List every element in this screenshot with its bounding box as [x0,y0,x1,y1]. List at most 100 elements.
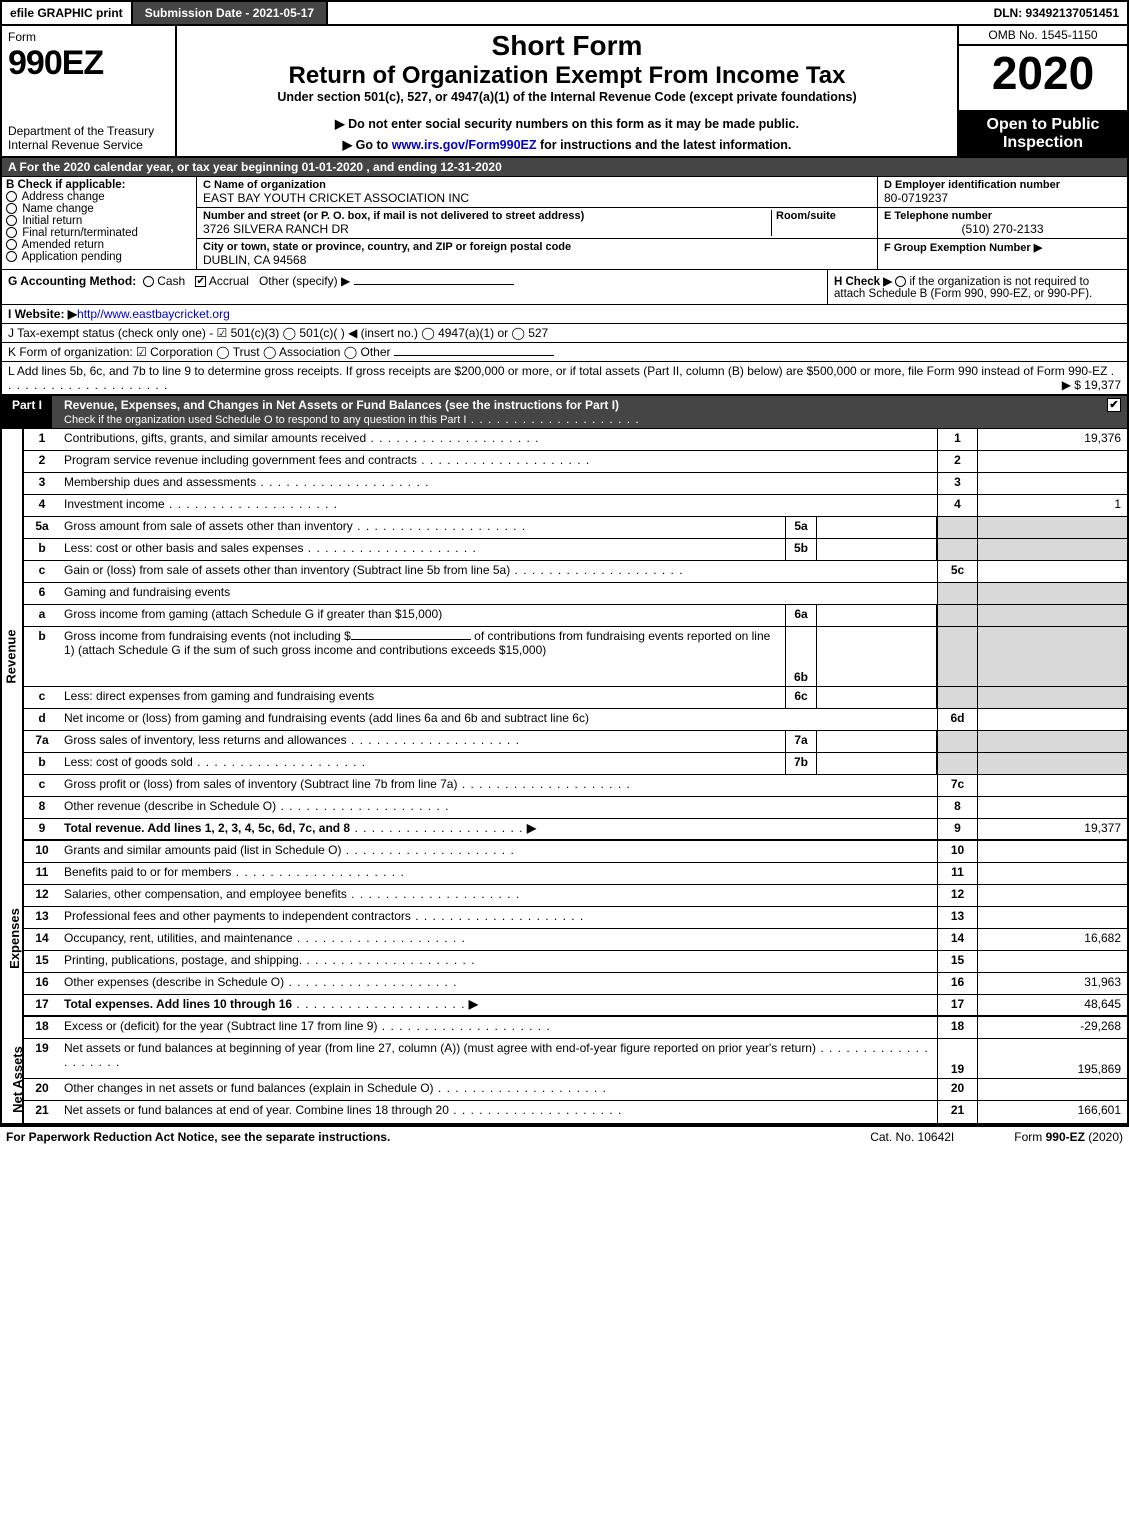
expenses-label: Expenses [7,908,22,969]
tax-exempt-row: J Tax-exempt status (check only one) - ☑… [0,324,1129,343]
f-label: F Group Exemption Number ▶ [884,241,1121,254]
ein-value: 80-0719237 [884,191,1121,205]
grey-cell [937,731,977,752]
other-org-input[interactable] [394,355,554,356]
bubble-icon [6,191,17,202]
line-ref: 10 [937,841,977,862]
dots [231,865,404,879]
header-right: OMB No. 1545-1150 2020 Open to Public In… [957,26,1127,156]
street-label: Number and street (or P. O. box, if mail… [203,210,771,222]
checkbox-icon[interactable]: ✔ [195,276,206,287]
check-label: Application pending [22,251,122,263]
check-name-change[interactable]: Name change [6,203,192,215]
grey-cell [937,583,977,604]
grey-cell [977,627,1127,686]
line-10: 10 Grants and similar amounts paid (list … [24,841,1127,863]
line-9: 9Total revenue. Add lines 1, 2, 3, 4, 5c… [24,819,1127,841]
mid-val [817,753,937,774]
line-14: 14Occupancy, rent, utilities, and mainte… [24,929,1127,951]
form-of-org-row: K Form of organization: ☑ Corporation ◯ … [0,343,1129,362]
line-amount: 166,601 [977,1101,1127,1123]
line-amount [977,863,1127,884]
line-amount: 195,869 [977,1039,1127,1078]
grey-cell [977,517,1127,538]
check-label: Address change [22,191,105,203]
irs-link[interactable]: www.irs.gov/Form990EZ [392,138,537,152]
line-desc: Gross sales of inventory, less returns a… [64,733,347,747]
line-amount: 19,376 [977,429,1127,450]
dots [284,975,457,989]
line-amount [977,1079,1127,1100]
arrow-icon: ▶ [527,821,536,835]
bubble-icon [6,251,17,262]
line-num: 5a [24,517,60,538]
bubble-icon [6,227,17,238]
check-final-return[interactable]: Final return/terminated [6,227,192,239]
treasury-dept: Department of the Treasury Internal Reve… [8,124,169,152]
line-desc: Salaries, other compensation, and employ… [64,887,347,901]
mid-ref: 7b [785,753,817,774]
website-link[interactable]: http//www.eastbaycricket.org [77,307,230,321]
line-num: 20 [24,1079,60,1100]
accrual-label: Accrual [209,274,249,288]
dots [377,1019,550,1033]
line-desc: Benefits paid to or for members [64,865,231,879]
line-11: 11Benefits paid to or for members11 [24,863,1127,885]
revenue-label: Revenue [4,629,19,683]
i-label: I Website: ▶ [8,307,77,321]
dots [510,563,683,577]
check-amended-return[interactable]: Amended return [6,239,192,251]
bubble-icon [6,215,17,226]
grey-cell [937,753,977,774]
line-desc: Less: cost or other basis and sales expe… [64,541,303,555]
line-desc: Contributions, gifts, grants, and simila… [64,431,366,445]
line-7a: 7aGross sales of inventory, less returns… [24,731,1127,753]
line-num: 3 [24,473,60,494]
line-ref: 20 [937,1079,977,1100]
line-desc: Grants and similar amounts paid (list in… [64,843,341,857]
other-input[interactable] [354,284,514,285]
line-num: d [24,709,60,730]
org-name-block: C Name of organization EAST BAY YOUTH CR… [197,177,877,208]
h-label: H Check ▶ [834,276,892,288]
bubble-icon[interactable] [895,276,906,287]
form-version: Form 990-EZ (2020) [1014,1130,1123,1144]
line-desc: Other revenue (describe in Schedule O) [64,799,276,813]
contrib-input[interactable] [351,639,471,640]
open-inspection: Open to Public Inspection [959,112,1127,156]
dots [302,953,475,967]
line-desc: Net assets or fund balances at beginning… [64,1041,816,1055]
dots [449,1103,622,1117]
grey-cell [977,583,1127,604]
dots [411,909,584,923]
mid-val [817,687,937,708]
line-desc: Gross income from gaming (attach Schedul… [60,605,785,626]
line-num: b [24,753,60,774]
part-title: Revenue, Expenses, and Changes in Net As… [60,396,1101,428]
check-initial-return[interactable]: Initial return [6,215,192,227]
line-12: 12 Salaries, other compensation, and empl… [24,885,1127,907]
phone-cell: E Telephone number (510) 270-2133 [878,208,1127,239]
under-section: Under section 501(c), 527, or 4947(a)(1)… [183,90,951,104]
entity-block: B Check if applicable: Address change Na… [0,177,1129,270]
dots [165,497,338,511]
line-num: b [24,539,60,560]
line-ref: 3 [937,473,977,494]
check-application-pending[interactable]: Application pending [6,251,192,263]
header-center: Short Form Return of Organization Exempt… [177,26,957,156]
line-num: 21 [24,1101,60,1123]
bubble-icon[interactable] [143,276,154,287]
line-ref: 18 [937,1017,977,1038]
line-num: 12 [24,885,60,906]
line-num: 13 [24,907,60,928]
dots [276,799,449,813]
address-column: C Name of organization EAST BAY YOUTH CR… [197,177,877,269]
line-1: 1Contributions, gifts, grants, and simil… [24,429,1127,451]
check-address-change[interactable]: Address change [6,191,192,203]
expenses-side-label: Expenses [2,841,24,1017]
schedule-o-check[interactable]: ✔ [1107,398,1121,412]
line-num: 11 [24,863,60,884]
mid-val [817,539,937,560]
efile-print[interactable]: efile GRAPHIC print [2,2,133,24]
line-amount: -29,268 [977,1017,1127,1038]
